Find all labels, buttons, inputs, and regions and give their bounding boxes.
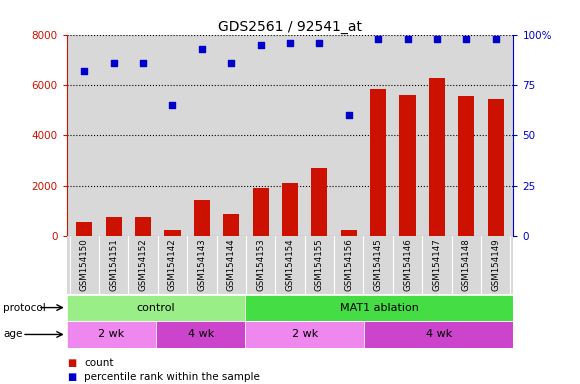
Text: GSM154148: GSM154148 <box>462 238 471 291</box>
Text: ■: ■ <box>67 358 76 368</box>
Point <box>256 41 265 48</box>
Bar <box>67 321 156 348</box>
Bar <box>194 200 210 236</box>
Bar <box>156 321 245 348</box>
Title: GDS2561 / 92541_at: GDS2561 / 92541_at <box>218 20 362 33</box>
Text: GSM154146: GSM154146 <box>403 238 412 291</box>
Text: GSM154142: GSM154142 <box>168 238 177 291</box>
Bar <box>135 217 151 236</box>
Text: GSM154149: GSM154149 <box>491 238 500 291</box>
Bar <box>429 78 445 236</box>
Bar <box>245 295 513 321</box>
Point <box>139 60 148 66</box>
Text: count: count <box>84 358 114 368</box>
Point <box>344 112 353 118</box>
Bar <box>340 230 357 236</box>
Text: GSM154143: GSM154143 <box>197 238 206 291</box>
Text: GSM154153: GSM154153 <box>256 238 265 291</box>
Bar <box>76 222 92 236</box>
Text: GSM154144: GSM154144 <box>227 238 235 291</box>
Bar <box>282 183 298 236</box>
Point <box>197 46 206 52</box>
Bar <box>488 99 504 236</box>
Bar <box>223 215 240 236</box>
Text: GSM154147: GSM154147 <box>433 238 441 291</box>
Bar <box>364 321 513 348</box>
Text: 4 wk: 4 wk <box>187 329 214 339</box>
Point <box>462 36 471 42</box>
Text: 2 wk: 2 wk <box>98 329 125 339</box>
Text: percentile rank within the sample: percentile rank within the sample <box>84 372 260 382</box>
Text: MAT1 ablation: MAT1 ablation <box>340 303 419 313</box>
Text: GSM154150: GSM154150 <box>80 238 89 291</box>
Bar <box>400 95 416 236</box>
Point <box>432 36 441 42</box>
Bar <box>252 188 269 236</box>
Text: GSM154156: GSM154156 <box>345 238 353 291</box>
Point <box>109 60 118 66</box>
Text: control: control <box>137 303 175 313</box>
Bar <box>370 89 386 236</box>
Text: GSM154155: GSM154155 <box>315 238 324 291</box>
Text: GSM154145: GSM154145 <box>374 238 383 291</box>
Point <box>79 68 89 74</box>
Text: protocol: protocol <box>3 303 46 313</box>
Point <box>285 40 295 46</box>
Text: GSM154152: GSM154152 <box>139 238 147 291</box>
Bar <box>67 295 245 321</box>
Bar <box>106 217 122 236</box>
Bar <box>311 168 328 236</box>
Bar <box>245 321 364 348</box>
Point <box>403 36 412 42</box>
Text: GSM154151: GSM154151 <box>109 238 118 291</box>
Bar <box>164 230 180 236</box>
Text: 2 wk: 2 wk <box>292 329 318 339</box>
Point <box>168 102 177 108</box>
Text: 4 wk: 4 wk <box>426 329 452 339</box>
Text: GSM154154: GSM154154 <box>285 238 295 291</box>
Point <box>374 36 383 42</box>
Point <box>227 60 236 66</box>
Point <box>315 40 324 46</box>
Text: age: age <box>3 329 22 339</box>
Bar <box>458 96 474 236</box>
Text: ■: ■ <box>67 372 76 382</box>
Point <box>491 36 501 42</box>
